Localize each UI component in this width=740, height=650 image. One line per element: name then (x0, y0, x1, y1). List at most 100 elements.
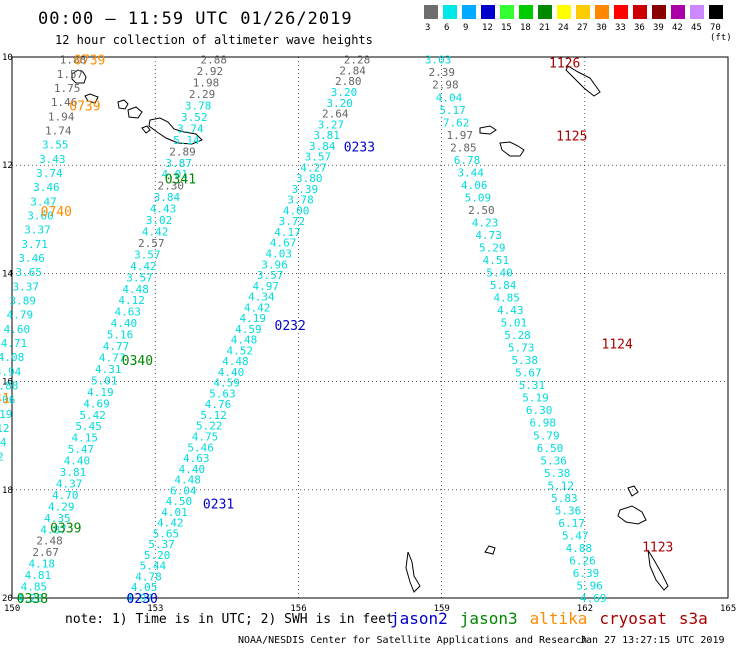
scale-label: 39 (653, 23, 664, 33)
scale-label: 33 (615, 23, 626, 33)
footer-note: note: 1) Time is in UTC; 2) SWH is in fe… (65, 612, 394, 627)
pass-time-label: 0230 (127, 592, 158, 607)
swh-value: 3.96 (261, 258, 288, 271)
scale-swatch (443, 5, 457, 19)
swh-value: 4.40 (218, 366, 245, 379)
island-coastline (565, 65, 601, 97)
satellite-legend: jason2 jason3 altika cryosat s3a (390, 609, 720, 628)
swh-value: 1.75 (54, 82, 81, 95)
swh-value: 4.42 (244, 301, 271, 314)
swh-value: 5.63 (209, 387, 236, 400)
swh-value: 4.06 (461, 179, 488, 192)
scale-label: 15 (501, 23, 512, 33)
swh-value: 4.40 (111, 317, 138, 330)
swh-value: 4.08 (0, 351, 24, 364)
swh-value: 4.03 (266, 247, 293, 260)
swh-value: 3.57 (134, 248, 161, 261)
island-coastline (117, 99, 129, 110)
scale-swatch (538, 5, 552, 19)
scale-swatch (614, 5, 628, 19)
scale-label: 6 (444, 23, 450, 33)
swh-value: 4.04 (436, 91, 463, 104)
swh-value: 5.45 (75, 420, 102, 433)
swh-value: 4.60 (4, 323, 31, 336)
swh-value: 4.85 (21, 581, 47, 594)
swh-value: 4.88 (566, 542, 593, 555)
swh-value: 5.40 (486, 267, 512, 280)
swh-value: 3.47 (30, 195, 57, 208)
pass-time-labels: 0739 0739 0740 0741 0341 0340 0339 0338 0233 0232… (0, 54, 673, 607)
scale-label: 18 (520, 23, 531, 33)
swh-value: 5.38 (511, 354, 538, 367)
pass-time-label: 0739 (69, 100, 100, 115)
swh-value: 3.20 (331, 86, 358, 99)
y-tick-label: 10 (2, 53, 13, 63)
swh-value: 3.57 (126, 271, 152, 284)
legend-jason3: jason3 (459, 609, 518, 628)
swh-value: 6.26 (569, 554, 596, 567)
swh-value: 4.27 (300, 161, 327, 174)
swh-value: 3.57 (257, 269, 284, 282)
swh-value: 5.83 (551, 492, 578, 505)
swh-value: 3.72 (279, 215, 306, 228)
swh-value: 3.43 (39, 153, 66, 166)
swh-value: 5.14 (173, 134, 200, 147)
swh-value: 3.02 (146, 214, 173, 227)
swh-value: 4.42 (130, 260, 157, 273)
swh-value: 4.20 (17, 592, 43, 605)
swh-value: 3.80 (296, 172, 323, 185)
page-subtitle: 12 hour collection of altimeter wave hei… (55, 33, 373, 47)
legend-s3a: s3a (678, 609, 708, 628)
swh-value: 5.29 (479, 241, 506, 254)
pass-time-label: 0233 (344, 140, 375, 155)
scale-label: 27 (577, 23, 588, 33)
swh-value: 5.96 (576, 579, 603, 592)
swh-value: 3.89 (10, 295, 37, 308)
swh-value: 3.78 (287, 194, 314, 207)
swh-value: 4.43 (150, 203, 177, 216)
map-frame (11, 56, 729, 599)
swh-value: 3.02 (0, 450, 4, 463)
swh-value: 1.98 (193, 77, 220, 90)
coastlines (71, 65, 669, 593)
swh-value: 3.46 (18, 252, 45, 265)
swh-value: 3.74 (177, 122, 204, 135)
swh-value: 5.20 (144, 549, 171, 562)
swh-value: 4.19 (239, 312, 266, 325)
swh-value: 6.39 (573, 567, 600, 580)
swh-value: 4.85 (493, 292, 520, 305)
scale-swatch (709, 5, 723, 19)
swh-value: 4.48 (122, 283, 149, 296)
scale-swatch (633, 5, 647, 19)
swh-value: 3.52 (181, 111, 208, 124)
pass-time-label: 0739 (74, 54, 105, 69)
pass-time-label: 0232 (275, 319, 306, 334)
swh-value: 4.12 (0, 422, 9, 435)
y-tick-label: 12 (2, 161, 13, 171)
y-tick-label: 14 (2, 269, 13, 279)
x-tick-label: 165 (720, 604, 736, 614)
swh-value: 5.84 (490, 279, 517, 292)
swh-value: 5.01 (501, 317, 528, 330)
scale-swatch (671, 5, 685, 19)
swh-value: 4.01 (161, 168, 188, 181)
swh-value: 3.78 (185, 100, 212, 113)
swh-value: 2.84 (339, 64, 366, 77)
swh-value: 3.27 (318, 118, 345, 131)
scale-label: 12 (482, 23, 493, 33)
swh-value: 4.70 (52, 489, 79, 502)
swh-value: 5.67 (515, 367, 542, 380)
swh-value: 5.79 (533, 429, 560, 442)
scale-swatch (557, 5, 571, 19)
swh-value: 3.84 (309, 140, 336, 153)
swh-value: 5.22 (196, 420, 223, 433)
swh-value: 4.52 (226, 344, 253, 357)
swh-value: 3.60 (27, 210, 54, 223)
swh-value: 3.03 (425, 54, 452, 67)
swh-value: 4.77 (103, 340, 130, 353)
swh-value: 3.87 (165, 157, 192, 170)
swh-value: 4.88 (0, 380, 18, 393)
swh-value: 4.50 (166, 495, 193, 508)
swh-value: 5.12 (548, 479, 575, 492)
swh-value: 3.65 (15, 266, 41, 279)
